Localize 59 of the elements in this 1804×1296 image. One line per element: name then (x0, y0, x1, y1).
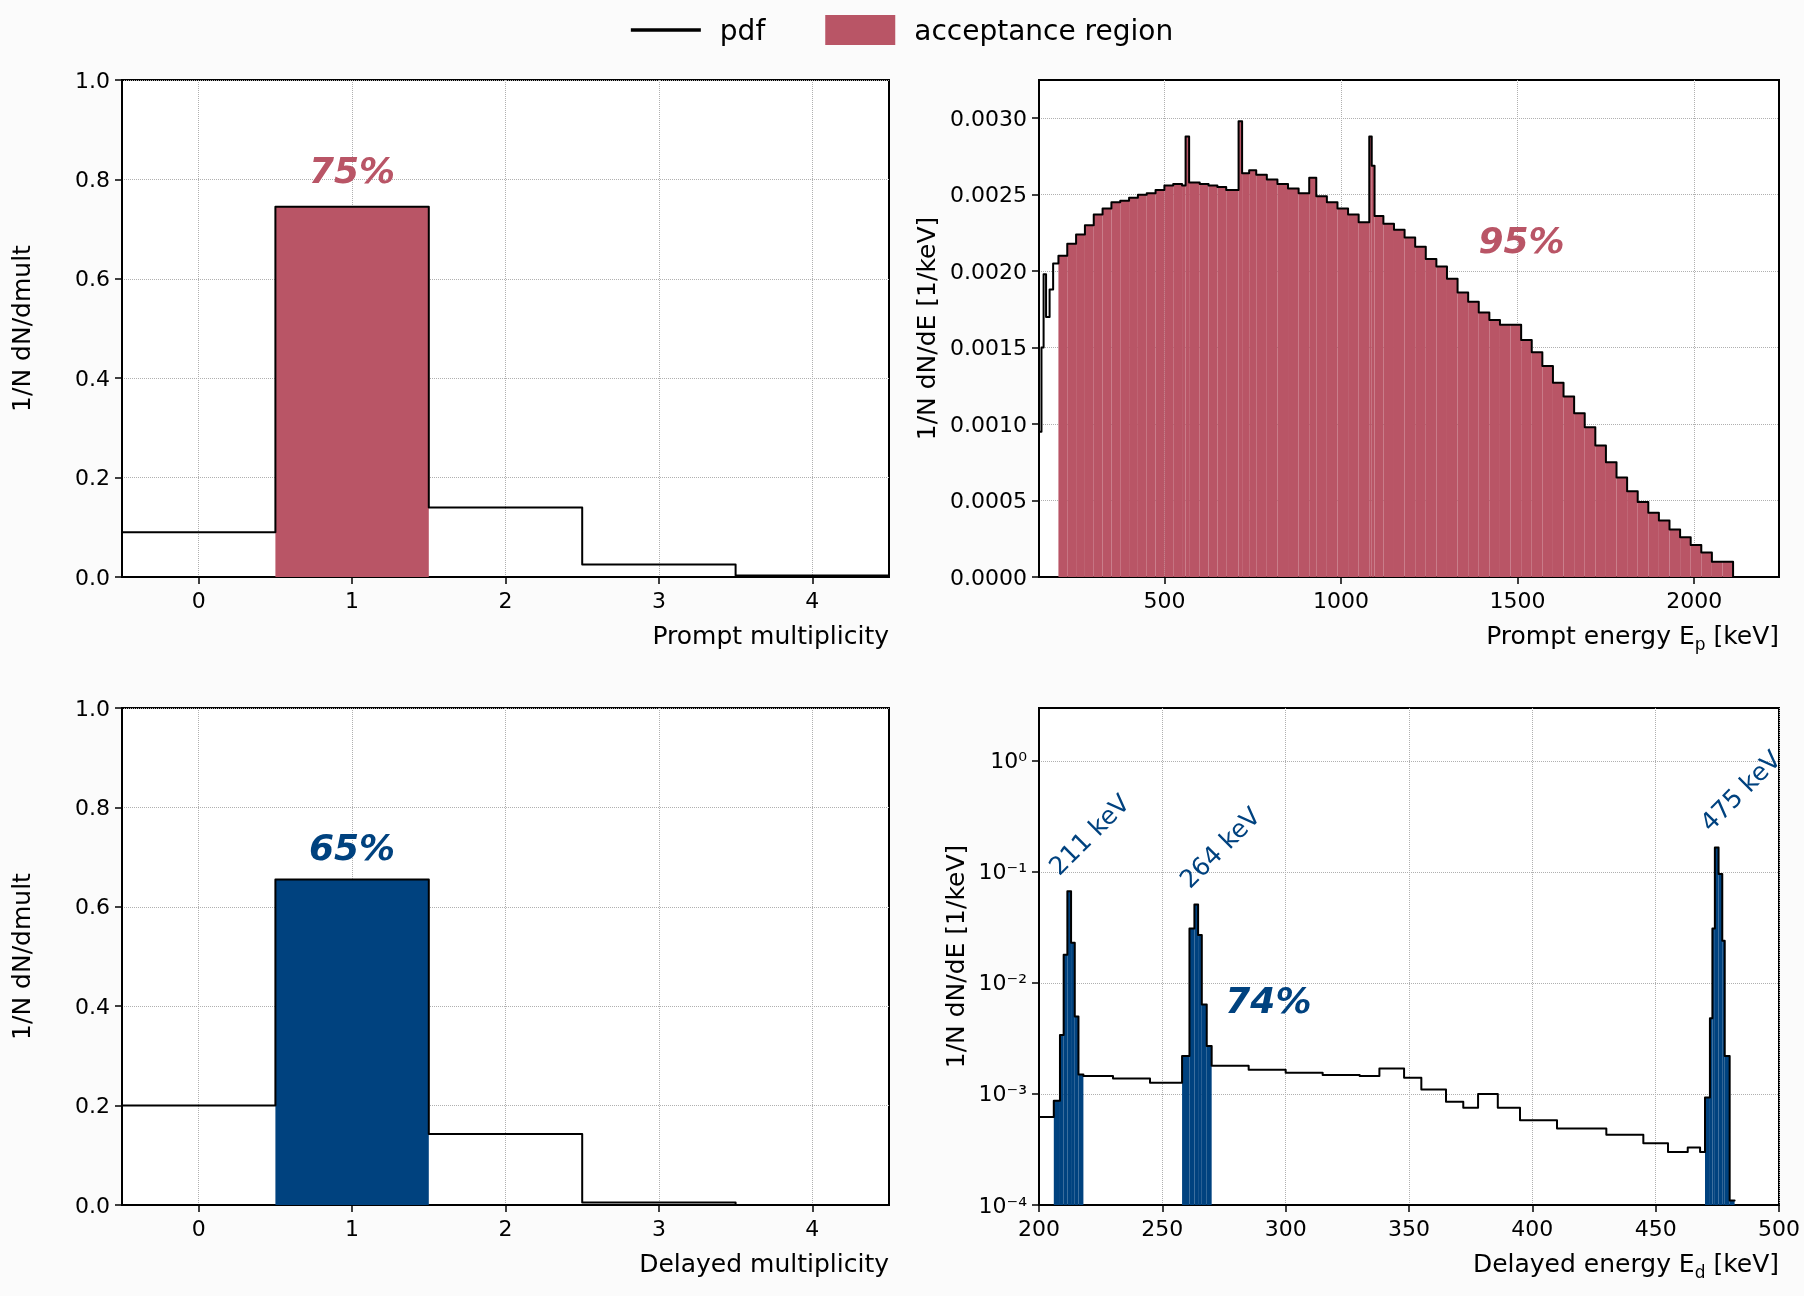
x-tick-label: 300 (1264, 1215, 1307, 1241)
y-tick-label: 0.4 (75, 365, 110, 391)
y-tick-label: 0.2 (75, 1093, 110, 1119)
y-tick-label: 0.2 (75, 465, 110, 491)
y-tick-label: 0.0010 (950, 411, 1027, 437)
x-tick-label: 3 (651, 587, 666, 613)
x-axis-title: Delayed energy E$_{d}$ [keV] (1472, 1249, 1779, 1282)
x-tick-label: 500 (1143, 587, 1186, 613)
y-tick-label: 10⁻³ (978, 1081, 1027, 1107)
y-tick-label: 0.6 (75, 266, 110, 292)
y-tick-label: 0.4 (75, 993, 110, 1019)
annotation: 65% (309, 826, 396, 868)
x-tick-label: 350 (1388, 1215, 1430, 1241)
y-tick-label: 10⁻⁴ (978, 1192, 1028, 1218)
x-tick-label: 1 (345, 1215, 360, 1241)
y-tick-label: 0.0025 (950, 182, 1027, 208)
y-tick-label: 0.8 (75, 166, 110, 192)
x-tick-label: 2000 (1666, 587, 1723, 613)
x-tick-label: 400 (1511, 1215, 1554, 1241)
y-tick-label: 0.0030 (950, 105, 1027, 131)
x-tick-label: 0 (191, 587, 206, 613)
y-tick-label: 1.0 (75, 695, 110, 721)
x-tick-label: 500 (1758, 1215, 1800, 1241)
legend-label: pdf (719, 13, 767, 47)
x-tick-label: 200 (1018, 1215, 1060, 1241)
y-tick-label: 0.0 (75, 564, 110, 590)
y-tick-label: 10⁰ (990, 748, 1028, 774)
x-axis-title: Prompt energy E$_{p}$ [keV] (1486, 621, 1779, 654)
x-tick-label: 2 (498, 1215, 513, 1241)
x-tick-label: 2 (498, 587, 513, 613)
x-tick-label: 1000 (1313, 587, 1369, 613)
x-tick-label: 0 (191, 1215, 206, 1241)
y-tick-label: 10⁻¹ (978, 859, 1027, 885)
y-tick-label: 0.0 (75, 1192, 110, 1218)
x-tick-label: 4 (805, 1215, 820, 1241)
y-tick-label: 0.6 (75, 894, 110, 920)
x-tick-label: 250 (1141, 1215, 1184, 1241)
y-tick-label: 0.0020 (950, 258, 1027, 284)
y-axis-title: 1/N dN/dmult (7, 872, 36, 1040)
annotation: 75% (309, 150, 396, 192)
x-tick-label: 1 (345, 587, 360, 613)
y-tick-label: 10⁻² (978, 970, 1027, 996)
y-axis-title: 1/N dN/dmult (7, 244, 36, 412)
y-tick-label: 0.0000 (950, 564, 1027, 590)
annotation: 95% (1478, 220, 1565, 262)
x-tick-label: 450 (1634, 1215, 1677, 1241)
legend-label: acceptance region (914, 13, 1174, 47)
x-axis-title: Prompt multiplicity (652, 621, 889, 650)
y-axis-title: 1/N dN/dE [1/keV] (912, 216, 942, 441)
annotation: 74% (1225, 979, 1312, 1021)
x-tick-label: 3 (651, 1215, 666, 1241)
y-tick-label: 0.8 (75, 794, 110, 820)
y-tick-label: 0.0015 (950, 335, 1027, 361)
y-axis-title: 1/N dN/dE [1/keV] (940, 844, 970, 1069)
x-tick-label: 4 (805, 587, 820, 613)
x-axis-title: Delayed multiplicity (639, 1249, 889, 1278)
x-tick-label: 1500 (1489, 587, 1546, 613)
y-tick-label: 0.0005 (950, 488, 1027, 514)
y-tick-label: 1.0 (75, 67, 110, 93)
